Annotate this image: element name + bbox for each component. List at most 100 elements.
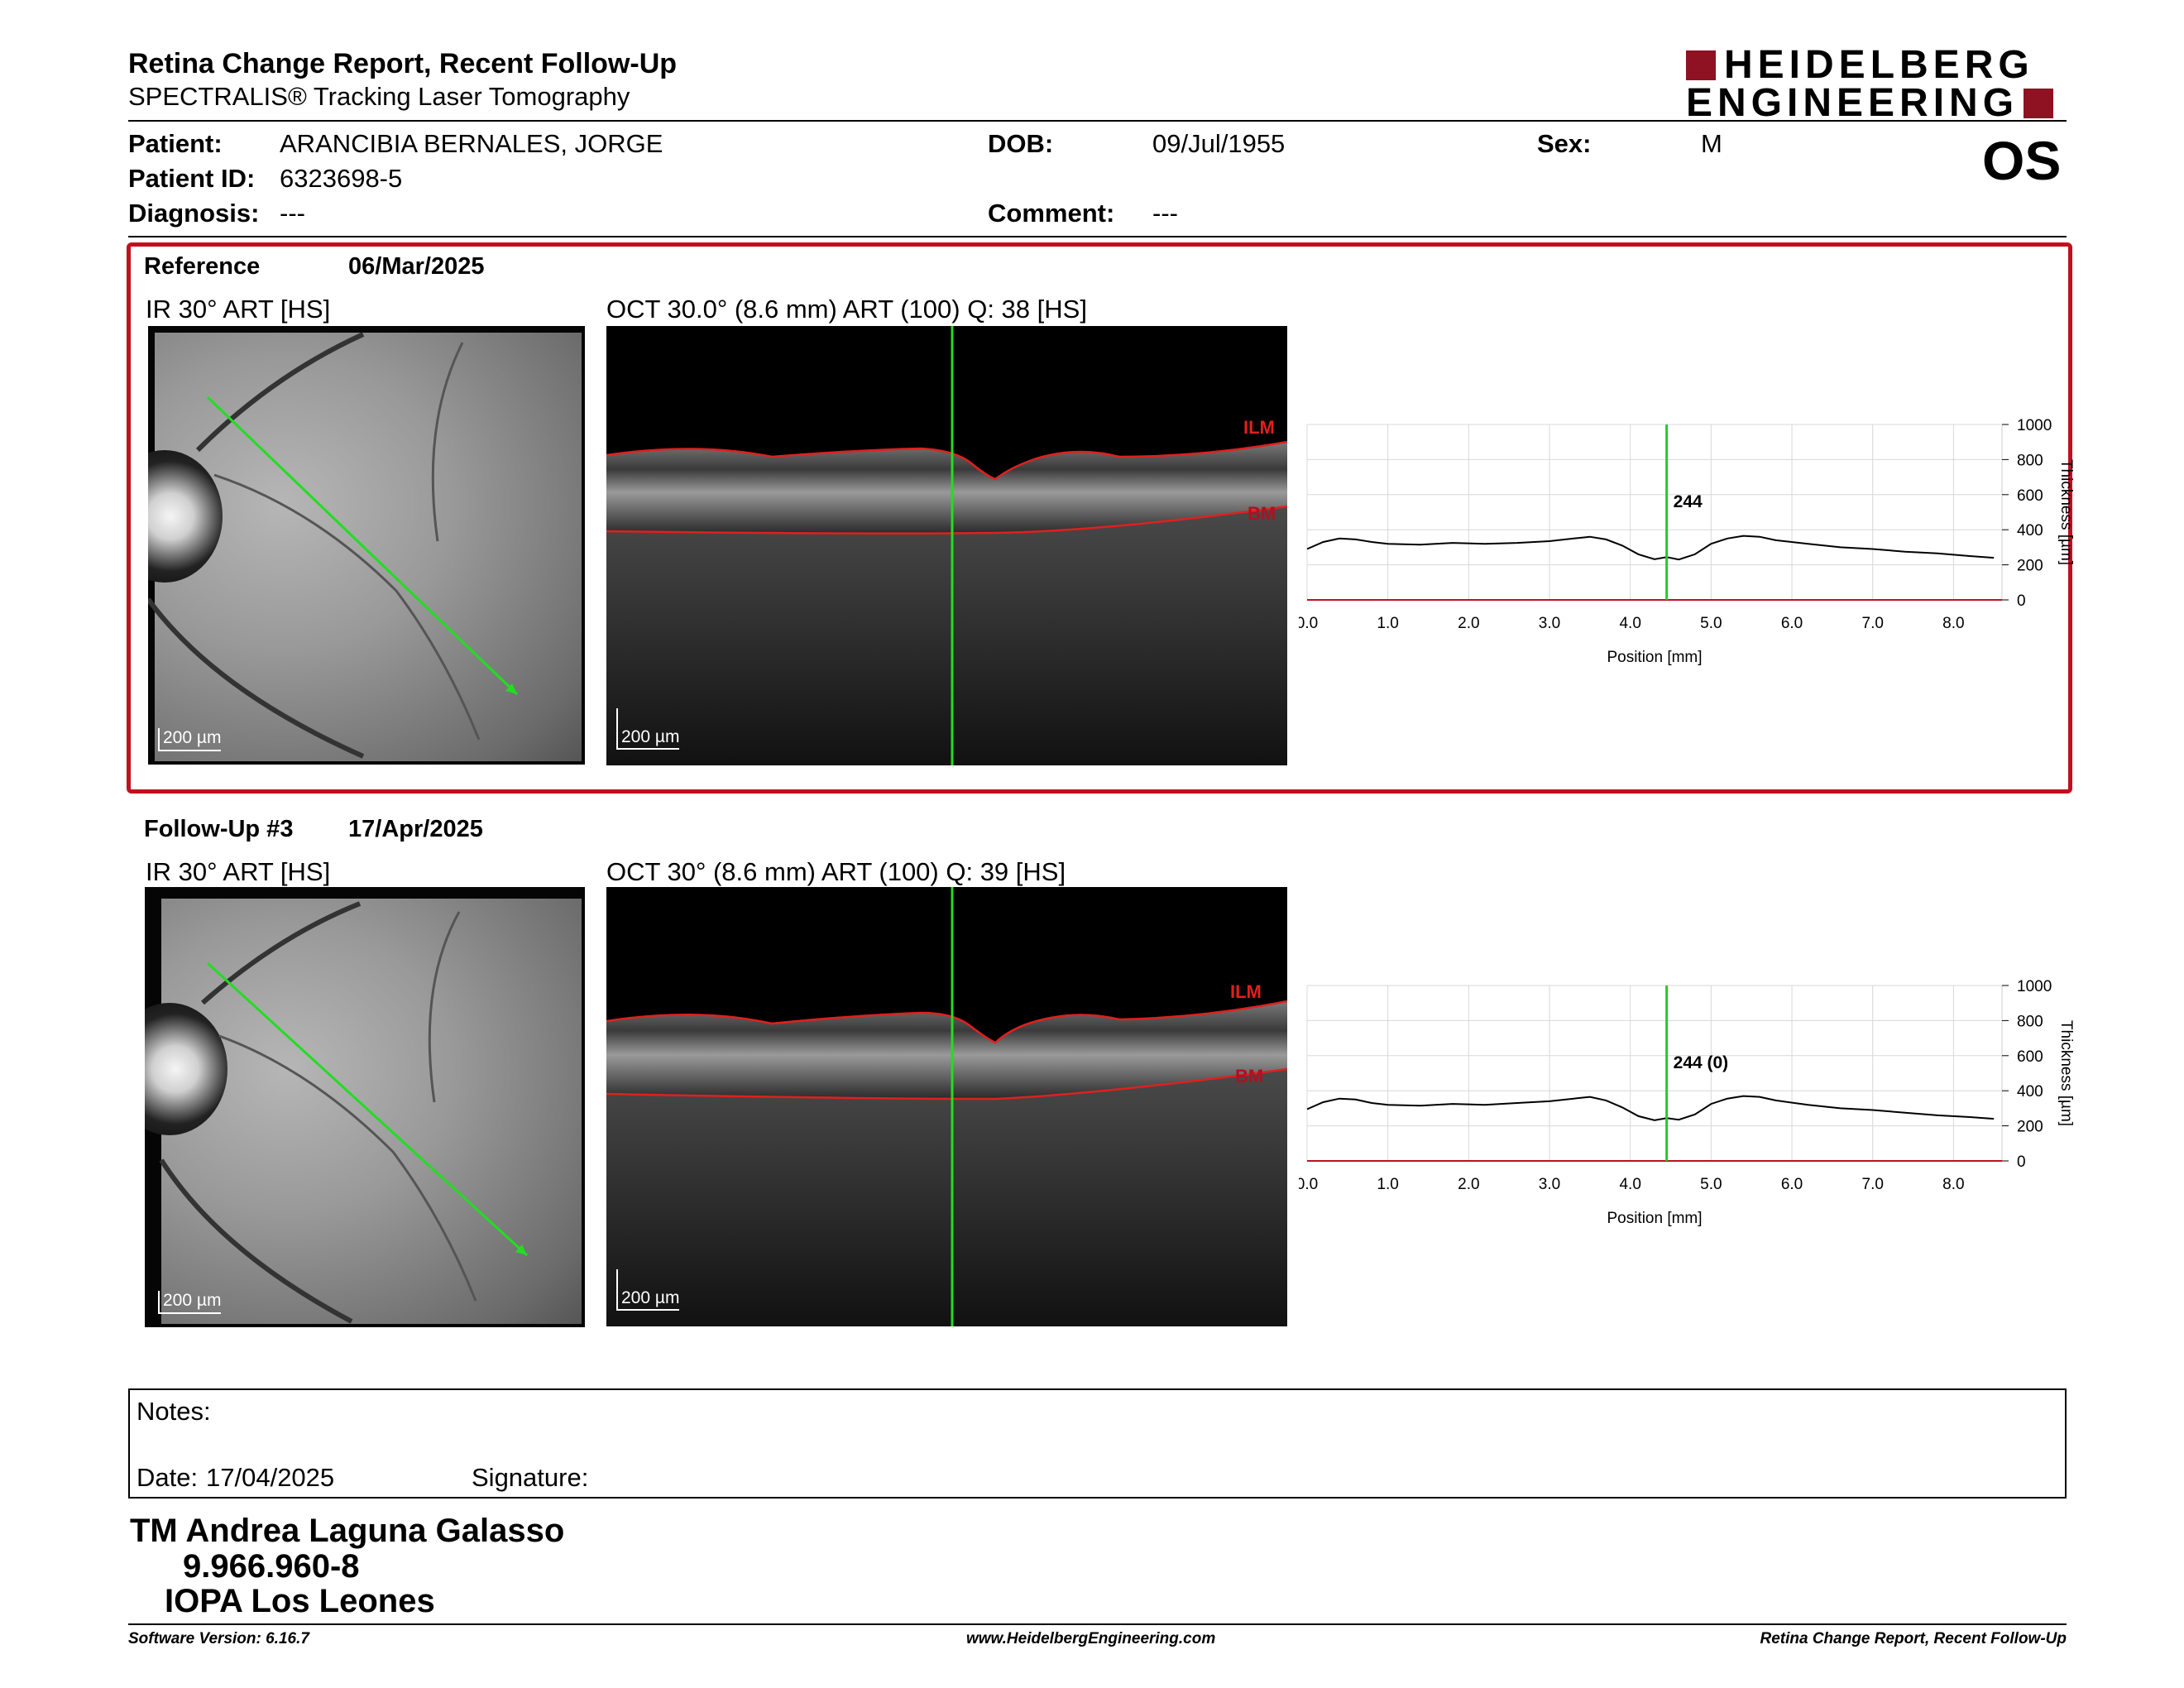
oct-scale-text: 200 µm — [621, 727, 680, 746]
x-tick-label: 7.0 — [1862, 615, 1884, 632]
followup-ir-fundus-image: 200 µm — [145, 887, 585, 1327]
footer-report-name: Retina Change Report, Recent Follow-Up — [1760, 1630, 2067, 1647]
x-tick-label: 3.0 — [1539, 1176, 1560, 1193]
dob-label: DOB: — [988, 129, 1054, 158]
y-tick-label: 400 — [2017, 1083, 2043, 1101]
signer-name: TM Andrea Laguna Galasso — [130, 1513, 565, 1549]
x-tick-label: 3.0 — [1539, 615, 1560, 632]
ir-scale-text: 200 µm — [163, 728, 222, 747]
reference-section-frame — [127, 242, 2072, 794]
reference-oct-bscan: ILM BM 200 µm — [606, 326, 1287, 765]
scan-arrow-icon — [515, 1244, 527, 1255]
reference-oct-title: OCT 30.0° (8.6 mm) ART (100) Q: 38 [HS] — [606, 295, 1087, 324]
scan-arrow-icon — [505, 683, 517, 694]
reference-thickness-chart: 0 200 400 600 800 1000 0.0 1.0 2.0 3.0 4.0 5.0 6.0 7.… — [1299, 417, 2075, 666]
divider — [128, 236, 2067, 237]
followup-label: Follow-Up #3 — [144, 816, 294, 842]
ir-scale-bar: 200 µm — [158, 728, 222, 751]
y-tick-label: 1000 — [2017, 978, 2052, 995]
oct-scale-bar: 200 µm — [616, 1269, 680, 1311]
eye-indicator: OS — [1982, 130, 2062, 191]
patient-id-value: 6323698-5 — [280, 164, 403, 193]
y-tick-label: 600 — [2017, 1048, 2043, 1066]
sex-value: M — [1701, 129, 1722, 158]
notes-box: Notes: Date: 17/04/2025 Signature: — [128, 1388, 2067, 1499]
x-tick-label: 4.0 — [1619, 1176, 1640, 1193]
x-tick-label: 2.0 — [1458, 615, 1479, 632]
followup-date: 17/Apr/2025 — [348, 816, 483, 842]
website: www.HeidelbergEngineering.com — [966, 1630, 1216, 1647]
divider — [128, 1623, 2067, 1625]
x-tick-label: 6.0 — [1781, 615, 1803, 632]
x-axis-label: Position [mm] — [1607, 649, 1702, 666]
chart-frame — [1306, 424, 2003, 601]
y-tick-label: 200 — [2017, 1119, 2043, 1136]
notes-label: Notes: — [136, 1397, 211, 1426]
oct-scale-bar: 200 µm — [616, 708, 680, 750]
oct-scale-text: 200 µm — [621, 1288, 680, 1307]
x-tick-label: 1.0 — [1377, 615, 1398, 632]
followup-oct-bscan: ILM BM 200 µm — [606, 887, 1287, 1326]
sex-label: Sex: — [1537, 129, 1592, 158]
reference-date: 06/Mar/2025 — [348, 253, 485, 280]
followup-ir-title: IR 30° ART [HS] — [146, 857, 331, 886]
x-tick-label: 5.0 — [1700, 615, 1722, 632]
x-tick-label: 5.0 — [1700, 1176, 1722, 1193]
ilm-line — [606, 440, 1287, 481]
x-tick-label: 0.0 — [1299, 1176, 1318, 1193]
logo-text-1: HEIDELBERG — [1724, 43, 2034, 87]
x-tick-label: 8.0 — [1942, 1176, 1964, 1193]
x-tick-label: 8.0 — [1942, 615, 1964, 632]
bm-line — [606, 1067, 1287, 1101]
y-tick-label: 0 — [2017, 592, 2026, 610]
bm-line — [606, 505, 1287, 535]
marker-value-label: 244 (0) — [1674, 1053, 1729, 1072]
x-tick-label: 6.0 — [1781, 1176, 1803, 1193]
reference-label: Reference — [144, 253, 261, 280]
reference-ir-title: IR 30° ART [HS] — [146, 295, 331, 324]
comment-label: Comment: — [988, 199, 1115, 228]
y-tick-label: 800 — [2017, 452, 2043, 469]
date-label: Date: — [136, 1463, 199, 1492]
logo-square-icon — [1686, 50, 1716, 80]
report-title: Retina Change Report, Recent Follow-Up — [128, 48, 678, 79]
comment-value: --- — [1152, 199, 1178, 228]
ilm-label: ILM — [1230, 981, 1262, 1002]
y-tick-label: 400 — [2017, 522, 2043, 539]
chart-frame — [1306, 985, 2003, 1162]
bm-label: BM — [1235, 1066, 1264, 1086]
x-tick-label: 2.0 — [1458, 1176, 1479, 1193]
x-tick-label: 4.0 — [1619, 615, 1640, 632]
thickness-series-line — [1306, 535, 1995, 561]
y-tick-label: 600 — [2017, 487, 2043, 505]
diagnosis-value: --- — [280, 199, 305, 228]
heidelberg-logo: HEIDELBERG ENGINEERING — [1686, 43, 2067, 123]
y-axis-label: Thickness [µm] — [2057, 1020, 2075, 1126]
x-tick-label: 0.0 — [1299, 615, 1318, 632]
bm-label: BM — [1248, 503, 1276, 524]
logo-square-icon — [2024, 89, 2054, 118]
reference-ir-fundus-image: 200 µm — [148, 326, 585, 765]
diagnosis-label: Diagnosis: — [128, 199, 260, 228]
patient-name: ARANCIBIA BERNALES, JORGE — [280, 129, 663, 158]
dob-value: 09/Jul/1955 — [1152, 129, 1286, 158]
date-value: 17/04/2025 — [206, 1463, 335, 1492]
ilm-line — [606, 1000, 1287, 1044]
ir-scale-bar: 200 µm — [158, 1291, 222, 1314]
followup-thickness-chart: 0 200 400 600 800 1000 0.0 1.0 2.0 3.0 4.0 5.0 6.0 7.… — [1299, 978, 2075, 1227]
patient-label: Patient: — [128, 129, 223, 158]
signer-id: 9.966.960-8 — [183, 1548, 360, 1585]
divider — [128, 120, 2067, 122]
report-subtitle: SPECTRALIS® Tracking Laser Tomography — [128, 82, 630, 111]
software-version: Software Version: 6.16.7 — [128, 1630, 309, 1647]
y-tick-label: 800 — [2017, 1013, 2043, 1030]
y-tick-label: 200 — [2017, 558, 2043, 575]
x-axis-label: Position [mm] — [1607, 1210, 1702, 1227]
x-tick-label: 7.0 — [1862, 1176, 1884, 1193]
x-tick-label: 1.0 — [1377, 1176, 1398, 1193]
signer-institution: IOPA Los Leones — [165, 1583, 435, 1619]
scan-line — [206, 396, 519, 696]
y-tick-label: 1000 — [2017, 417, 2052, 434]
marker-value-label: 244 — [1674, 492, 1703, 511]
signature-label: Signature: — [472, 1463, 589, 1492]
